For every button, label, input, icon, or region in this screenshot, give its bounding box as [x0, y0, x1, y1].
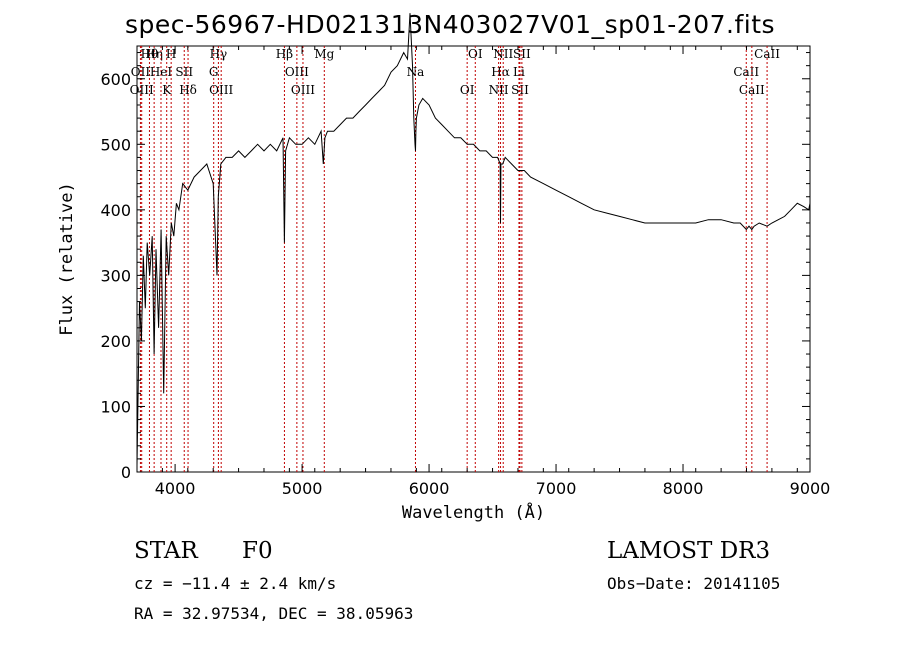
y-tick-label: 0	[121, 463, 131, 482]
y-tick-label: 300	[100, 266, 131, 285]
y-tick-label: 400	[100, 201, 131, 220]
line-marker-label: G	[209, 65, 219, 79]
line-marker-label: CaII	[754, 47, 780, 61]
plot-frame	[136, 45, 811, 473]
x-tick-label: 4000	[155, 479, 196, 498]
y-tick-label: 100	[100, 397, 131, 416]
redshift-cz: cz = −11.4 ± 2.4 km/s	[134, 574, 337, 593]
line-marker-label: CaII	[733, 65, 759, 79]
line-marker-label: OI	[468, 47, 483, 61]
line-marker-label: OIII	[209, 83, 233, 97]
line-marker-label: Hδ	[179, 83, 197, 97]
x-tick-label: 5000	[282, 479, 323, 498]
line-marker-label: HeI	[150, 65, 173, 79]
line-marker-label: Hη	[145, 47, 163, 61]
line-marker-label: Mg	[314, 47, 334, 61]
object-class: STAR	[134, 538, 198, 564]
line-marker-label: NII	[493, 47, 513, 61]
line-marker-label: CaII	[739, 83, 765, 97]
line-marker-label: OIII	[291, 83, 315, 97]
line-marker-label: SII	[175, 65, 193, 79]
x-tick-label: 6000	[409, 479, 450, 498]
line-marker-label: H	[166, 47, 176, 61]
line-marker-label: NII	[489, 83, 509, 97]
line-marker-label: SII	[513, 47, 531, 61]
line-marker-label: OIII	[130, 83, 154, 97]
y-tick-label: 600	[100, 70, 131, 89]
survey-label: LAMOST DR3	[607, 538, 771, 564]
obs-date: Obs−Date: 20141105	[607, 574, 781, 593]
subclass: F0	[242, 538, 273, 564]
line-marker-label: SII	[511, 83, 529, 97]
line-marker-label: OIII	[285, 65, 309, 79]
line-marker-label: OI	[460, 83, 475, 97]
x-tick-label: 7000	[536, 479, 577, 498]
x-axis-label: Wavelength (Å)	[402, 501, 545, 523]
line-marker-label: Hα	[491, 65, 510, 79]
y-axis-label: Flux (relative)	[57, 182, 77, 336]
line-marker-label: Hβ	[276, 47, 293, 61]
line-marker-label: Hγ	[210, 47, 228, 61]
line-marker-label: OII	[131, 65, 151, 79]
line-marker-label: Li	[513, 65, 525, 79]
line-marker-label: K	[162, 83, 172, 97]
coordinates: RA = 32.97534, DEC = 38.05963	[134, 604, 414, 623]
line-marker-label: Na	[407, 65, 425, 79]
spectrum-line	[136, 13, 811, 466]
y-tick-label: 200	[100, 332, 131, 351]
chart-title: spec-56967-HD021313N403027V01_sp01-207.f…	[124, 10, 776, 39]
y-tick-label: 500	[100, 135, 131, 154]
x-tick-label: 8000	[663, 479, 704, 498]
x-tick-label: 9000	[790, 479, 831, 498]
